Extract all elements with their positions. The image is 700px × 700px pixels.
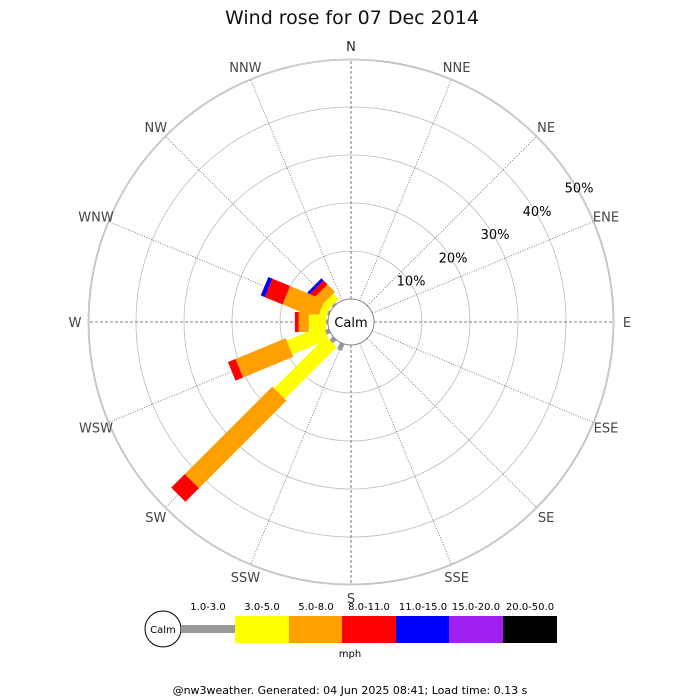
bar-wsw-8.0-11.0 (227, 359, 244, 381)
bar-sw-1.0-3.0 (329, 336, 337, 344)
direction-label-wnw: WNW (78, 210, 114, 225)
bar-wsw-5.0-8.0 (235, 338, 294, 378)
legend-label-5.0-8.0: 5.0-8.0 (298, 602, 333, 613)
legend-swatch-3.0-5.0 (235, 616, 289, 643)
calm-circle (327, 298, 375, 346)
spoke-nne (359, 79, 452, 301)
direction-label-sse: SSE (444, 571, 469, 586)
legend-unit-label: mph (339, 649, 361, 660)
direction-label-e: E (623, 316, 631, 331)
legend-swatch-8.0-11.0 (342, 616, 396, 643)
bar-wnw-8.0-11.0 (264, 278, 291, 305)
direction-label-ne: NE (537, 121, 555, 136)
legend-label-20.0-50.0: 20.0-50.0 (506, 602, 554, 613)
legend-swatch-20.0-50.0 (503, 616, 557, 643)
bar-wnw-11.0-15.0 (260, 276, 273, 298)
bar-sw-8.0-11.0 (171, 474, 199, 502)
bar-wnw-5.0-8.0 (282, 285, 325, 319)
direction-label-n: N (346, 40, 356, 55)
direction-label-ese: ESE (594, 422, 619, 437)
grid-circle-30 (183, 154, 519, 490)
ring-label-50: 50% (565, 181, 594, 196)
spoke-se (366, 337, 537, 508)
bar-wsw-3.0-5.0 (286, 325, 329, 355)
legend-label-3.0-5.0: 3.0-5.0 (244, 602, 279, 613)
wind-bars (171, 276, 345, 502)
ring-label-10: 10% (397, 275, 426, 290)
spoke-nw (165, 136, 336, 307)
calm-center: Calm (327, 298, 375, 346)
direction-label-wsw: WSW (79, 422, 113, 437)
direction-label-w: W (69, 316, 82, 331)
grid-circle-50 (87, 58, 615, 586)
legend-swatch-11.0-15.0 (396, 616, 450, 643)
direction-label-ene: ENE (593, 210, 619, 225)
direction-label-nnw: NNW (229, 61, 261, 76)
legend-swatch-15.0-20.0 (449, 616, 503, 643)
ring-label-20: 20% (439, 251, 468, 266)
spoke-ne (366, 136, 537, 307)
legend-swatch-5.0-8.0 (289, 616, 343, 643)
direction-label-nw: NW (145, 121, 168, 136)
spoke-ese (372, 330, 594, 423)
ring-label-40: 40% (523, 205, 552, 220)
ring-labels: 10% 20% 30% 40% 50% (397, 181, 594, 289)
direction-label-nne: NNE (443, 61, 471, 76)
bar-sw-5.0-8.0 (184, 386, 287, 489)
bar-nw-3.0-5.0 (322, 293, 339, 310)
bar-ssw-1.0-3.0 (337, 342, 345, 351)
bar-nw-5.0-8.0 (313, 284, 336, 307)
bar-nw-11.0-15.0 (307, 278, 324, 295)
bar-wsw-1.0-3.0 (324, 328, 331, 335)
direction-label-ssw: SSW (231, 571, 261, 586)
speed-legend: Calm mph 1.0-3.0 3.0-5.0 5.0-8.0 8.0-11.0 11… (144, 602, 557, 660)
legend-calm-label: Calm (150, 625, 176, 636)
bar-sw-3.0-5.0 (274, 336, 337, 399)
direction-label-sw: SW (145, 511, 166, 526)
bar-nw-8.0-11.0 (309, 280, 328, 299)
spoke-sse (359, 343, 452, 565)
calm-label: Calm (334, 316, 367, 331)
legend-label-1.0-3.0: 1.0-3.0 (190, 602, 225, 613)
ring-label-30: 30% (481, 228, 510, 243)
spoke-nnw (250, 79, 343, 301)
legend-label-8.0-11.0: 8.0-11.0 (348, 602, 390, 613)
polar-grid: N NNE NE ENE E ESE SE SSE S SSW SW WSW W WNW NW NNW (69, 40, 632, 607)
legend-label-15.0-20.0: 15.0-20.0 (452, 602, 500, 613)
direction-label-s: S (347, 592, 355, 607)
grid-circle-outer (88, 59, 614, 585)
legend-swatch-1.0-3.0 (181, 625, 235, 633)
direction-label-se: SE (538, 511, 554, 526)
legend-label-11.0-15.0: 11.0-15.0 (399, 602, 447, 613)
footer-text: @nw3weather. Generated: 04 Jun 2025 08:4… (173, 684, 528, 697)
bar-wnw-3.0-5.0 (318, 302, 331, 320)
chart-title: Wind rose for 07 Dec 2014 (225, 7, 479, 29)
